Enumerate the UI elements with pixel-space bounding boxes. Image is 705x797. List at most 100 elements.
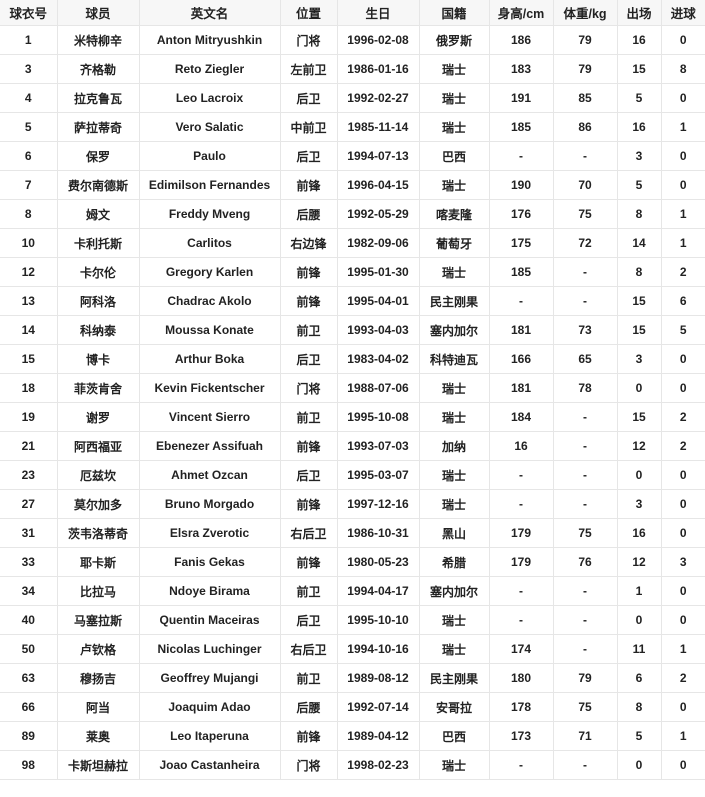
cell-position: 门将 <box>279 25 338 55</box>
cell-height: 174 <box>488 634 554 664</box>
cell-goals: 1 <box>660 112 705 142</box>
cell-weight: - <box>552 431 618 461</box>
cell-height: 186 <box>488 25 554 55</box>
cell-weight: - <box>552 634 618 664</box>
cell-position: 前锋 <box>279 286 338 316</box>
cell-weight: 70 <box>552 170 618 200</box>
cell-position: 前锋 <box>279 721 338 751</box>
cell-appearances: 0 <box>616 750 662 780</box>
cell-jersey-number: 40 <box>0 605 58 635</box>
cell-appearances: 15 <box>616 54 662 84</box>
cell-english-name: Freddy Mveng <box>138 199 281 229</box>
cell-position: 门将 <box>279 373 338 403</box>
cell-position: 中前卫 <box>279 112 338 142</box>
table-row: 4 拉克鲁瓦 Leo Lacroix 后卫 1992-02-27 瑞士 191 85 5 0 <box>0 83 705 113</box>
cell-position: 前锋 <box>279 489 338 519</box>
cell-goals: 0 <box>660 25 705 55</box>
cell-jersey-number: 8 <box>0 199 58 229</box>
cell-position: 前锋 <box>279 170 338 200</box>
cell-appearances: 3 <box>616 141 662 171</box>
cell-goals: 2 <box>660 663 705 693</box>
cell-weight: - <box>552 605 618 635</box>
table-row: 3 齐格勒 Reto Ziegler 左前卫 1986-01-16 瑞士 183 79 15 8 <box>0 54 705 84</box>
cell-jersey-number: 31 <box>0 518 58 548</box>
cell-english-name: Joaquim Adao <box>138 692 281 722</box>
cell-goals: 0 <box>660 576 705 606</box>
cell-player-name: 谢罗 <box>56 402 140 432</box>
cell-height: 16 <box>488 431 554 461</box>
cell-goals: 0 <box>660 83 705 113</box>
cell-birthday: 1989-04-12 <box>336 721 420 751</box>
cell-appearances: 5 <box>616 170 662 200</box>
cell-appearances: 3 <box>616 489 662 519</box>
cell-appearances: 8 <box>616 199 662 229</box>
table-row: 50 卢钦格 Nicolas Luchinger 右后卫 1994-10-16 瑞士 174… <box>0 634 705 664</box>
cell-nationality: 安哥拉 <box>418 692 490 722</box>
cell-weight: - <box>552 286 618 316</box>
cell-english-name: Nicolas Luchinger <box>138 634 281 664</box>
cell-birthday: 1995-04-01 <box>336 286 420 316</box>
cell-appearances: 0 <box>616 460 662 490</box>
cell-english-name: Arthur Boka <box>138 344 281 374</box>
table-row: 12 卡尔伦 Gregory Karlen 前锋 1995-01-30 瑞士 185-8 2 <box>0 257 705 287</box>
cell-jersey-number: 18 <box>0 373 58 403</box>
column-header-birthday: 生日 <box>336 0 420 26</box>
cell-weight: - <box>552 402 618 432</box>
cell-height: 166 <box>488 344 554 374</box>
cell-goals: 5 <box>660 315 705 345</box>
cell-birthday: 1986-01-16 <box>336 54 420 84</box>
cell-nationality: 瑞士 <box>418 54 490 84</box>
cell-birthday: 1995-03-07 <box>336 460 420 490</box>
cell-jersey-number: 89 <box>0 721 58 751</box>
cell-height: 185 <box>488 112 554 142</box>
cell-weight: - <box>552 257 618 287</box>
cell-height: 176 <box>488 199 554 229</box>
cell-goals: 0 <box>660 170 705 200</box>
cell-player-name: 耶卡斯 <box>56 547 140 577</box>
cell-weight: 78 <box>552 373 618 403</box>
cell-goals: 0 <box>660 141 705 171</box>
cell-goals: 0 <box>660 489 705 519</box>
cell-english-name: Paulo <box>138 141 281 171</box>
cell-appearances: 3 <box>616 344 662 374</box>
cell-height: 191 <box>488 83 554 113</box>
cell-goals: 1 <box>660 228 705 258</box>
table-row: 21 阿西福亚 Ebenezer Assifuah 前锋 1993-07-03 加纳 16-… <box>0 431 705 461</box>
cell-height: - <box>488 460 554 490</box>
cell-jersey-number: 4 <box>0 83 58 113</box>
column-header-position: 位置 <box>279 0 338 26</box>
cell-birthday: 1998-02-23 <box>336 750 420 780</box>
cell-position: 后卫 <box>279 460 338 490</box>
table-row: 33 耶卡斯 Fanis Gekas 前锋 1980-05-23 希腊 179 76 12 3 <box>0 547 705 577</box>
cell-nationality: 瑞士 <box>418 373 490 403</box>
cell-weight: 73 <box>552 315 618 345</box>
table-row: 31 茨韦洛蒂奇 Elsra Zverotic 右后卫 1986-10-31 黑山 179 7… <box>0 518 705 548</box>
cell-birthday: 1994-10-16 <box>336 634 420 664</box>
cell-weight: 71 <box>552 721 618 751</box>
cell-nationality: 瑞士 <box>418 489 490 519</box>
cell-english-name: Ebenezer Assifuah <box>138 431 281 461</box>
cell-birthday: 1980-05-23 <box>336 547 420 577</box>
cell-position: 前锋 <box>279 257 338 287</box>
cell-player-name: 卡斯坦赫拉 <box>56 750 140 780</box>
cell-weight: 86 <box>552 112 618 142</box>
cell-player-name: 茨韦洛蒂奇 <box>56 518 140 548</box>
cell-nationality: 瑞士 <box>418 112 490 142</box>
cell-position: 前卫 <box>279 576 338 606</box>
cell-goals: 1 <box>660 721 705 751</box>
cell-weight: 79 <box>552 663 618 693</box>
cell-goals: 0 <box>660 692 705 722</box>
cell-height: - <box>488 576 554 606</box>
column-header-english-name: 英文名 <box>138 0 281 26</box>
cell-player-name: 厄兹坎 <box>56 460 140 490</box>
cell-jersey-number: 27 <box>0 489 58 519</box>
cell-appearances: 6 <box>616 663 662 693</box>
cell-goals: 1 <box>660 634 705 664</box>
player-table: 球衣号 球员 英文名 位置 生日 国籍 身高/cm 体重/kg 出场 进球 1 米特柳辛 Anton … <box>0 0 705 780</box>
table-row: 18 菲茨肯舍 Kevin Fickentscher 门将 1988-07-06 瑞士 18… <box>0 373 705 403</box>
table-row: 10 卡利托斯 Carlitos 右边锋 1982-09-06 葡萄牙 175 72 14 1 <box>0 228 705 258</box>
cell-birthday: 1993-07-03 <box>336 431 420 461</box>
cell-appearances: 16 <box>616 25 662 55</box>
cell-height: 181 <box>488 373 554 403</box>
cell-birthday: 1994-04-17 <box>336 576 420 606</box>
